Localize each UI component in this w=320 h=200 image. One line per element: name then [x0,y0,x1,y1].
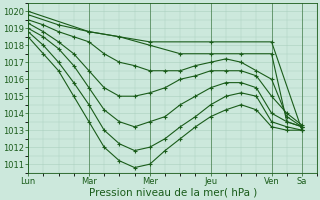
X-axis label: Pression niveau de la mer( hPa ): Pression niveau de la mer( hPa ) [89,187,257,197]
